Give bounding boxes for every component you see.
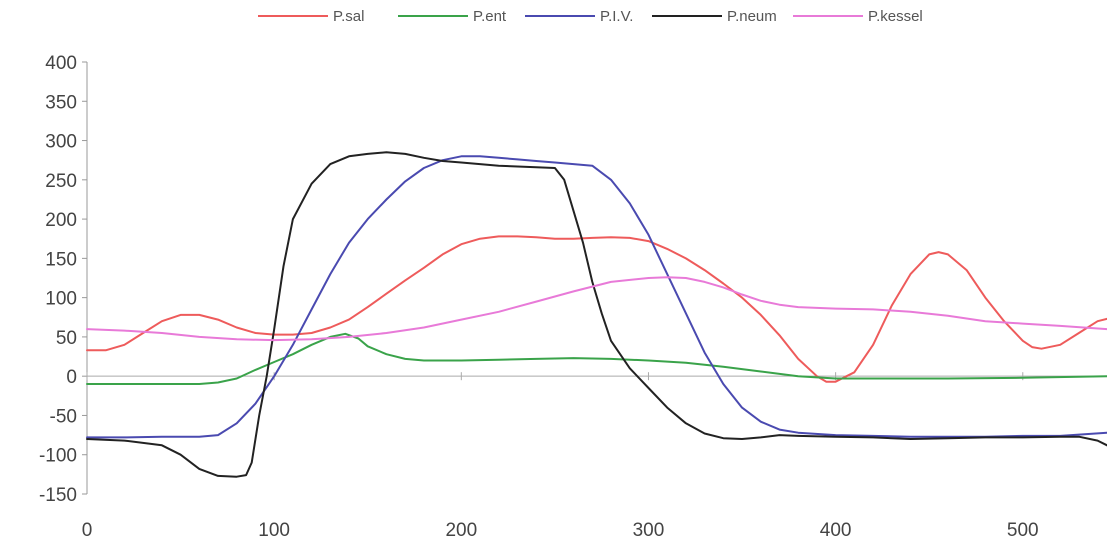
- y-tick-label: 350: [45, 92, 77, 113]
- y-tick-label: -50: [50, 406, 77, 427]
- x-axis: 0 100 200 300 400 500: [82, 372, 1107, 541]
- legend-label: P.kessel: [868, 8, 923, 25]
- y-axis: 400 350 300 250 200 150 100 50 0 -50 -100 -150: [39, 53, 88, 506]
- legend-label: P.sal: [333, 8, 364, 25]
- y-tick-label: 0: [66, 367, 77, 388]
- x-tick-label: 300: [633, 520, 665, 541]
- y-tick-label: 400: [45, 53, 77, 74]
- x-tick-label: 0: [82, 520, 93, 541]
- legend-label: P.I.V.: [600, 8, 633, 25]
- legend-label: P.ent: [473, 8, 507, 25]
- y-tick-label: 300: [45, 132, 77, 153]
- x-tick-label: 400: [820, 520, 852, 541]
- y-tick-label: -100: [39, 446, 77, 467]
- chart-legend: P.sal P.ent P.I.V. P.neum P.kessel: [258, 8, 923, 25]
- series-line-p-ent: [86, 332, 1107, 385]
- y-tick-label: 150: [45, 249, 77, 270]
- x-tick-label: 200: [445, 520, 477, 541]
- legend-label: P.neum: [727, 8, 777, 25]
- series-line-p-sal: [86, 235, 1107, 383]
- x-tick-label: 100: [258, 520, 290, 541]
- y-tick-label: 250: [45, 171, 77, 192]
- y-tick-label: -150: [39, 485, 77, 506]
- x-tick-label: 500: [1007, 520, 1039, 541]
- series-line-p-i-v: [86, 155, 1107, 439]
- series-layer: [86, 151, 1107, 478]
- y-tick-label: 100: [45, 289, 77, 310]
- y-tick-label: 200: [45, 210, 77, 231]
- series-line-p-neum: [86, 151, 1107, 478]
- y-tick-label: 50: [56, 328, 77, 349]
- series-line-p-kessel: [86, 276, 1107, 342]
